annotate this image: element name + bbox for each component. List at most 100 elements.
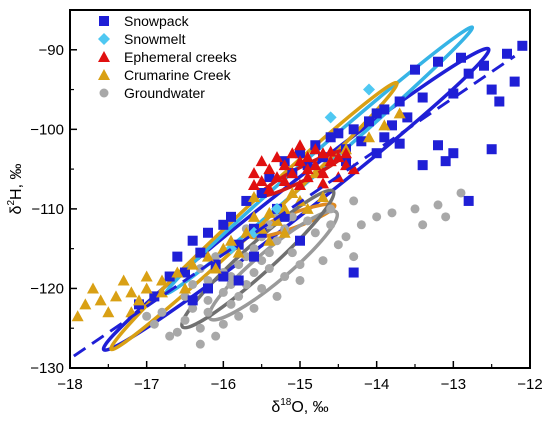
point-square-0-15 — [387, 120, 397, 131]
point-triangle-3-37 — [179, 282, 191, 294]
point-square-0-0 — [517, 40, 528, 51]
point-circle-4-36 — [303, 216, 313, 226]
legend-label: Snowmelt — [124, 31, 186, 47]
point-triangle-3-28 — [79, 298, 92, 310]
y-axis-ticks: −130 −120 −110 −100 −90 — [30, 42, 77, 377]
point-square-0-36 — [256, 187, 267, 198]
point-triangle-2-1 — [255, 175, 268, 187]
point-square-0-1 — [502, 48, 512, 59]
y-tick-label: −110 — [31, 201, 64, 218]
legend-item: Groundwater — [99, 85, 205, 101]
regression-line — [72, 54, 516, 358]
point-circle-4-56 — [149, 319, 159, 329]
point-circle-4-8 — [165, 331, 175, 341]
point-square-0-8 — [486, 84, 497, 95]
point-square-0-58 — [440, 156, 451, 167]
point-circle-4-43 — [433, 200, 443, 210]
point-square-0-6 — [463, 68, 474, 79]
point-circle-4-31 — [257, 283, 267, 293]
point-triangle-2-20 — [248, 179, 260, 191]
point-square-0-19 — [379, 132, 390, 143]
legend-marker-triangle — [98, 69, 110, 80]
point-triangle-3-35 — [140, 270, 153, 282]
point-triangle-3-16 — [225, 234, 237, 246]
point-circle-4-1 — [211, 331, 221, 341]
point-circle-4-9 — [226, 299, 236, 309]
x-tick-label: −18 — [57, 376, 82, 393]
point-square-0-11 — [394, 96, 405, 107]
point-square-0-13 — [371, 108, 382, 119]
point-square-0-40 — [218, 219, 229, 230]
point-triangle-3-21 — [209, 262, 222, 274]
point-square-0-64 — [218, 271, 229, 282]
point-square-0-2 — [479, 60, 489, 71]
point-square-0-14 — [402, 112, 413, 123]
point-triangle-2-21 — [309, 143, 322, 155]
point-circle-4-18 — [264, 248, 274, 258]
point-circle-4-59 — [349, 196, 359, 206]
point-circle-4-52 — [249, 303, 259, 313]
point-triangle-3-7 — [286, 186, 299, 198]
point-triangle-2-23 — [324, 145, 337, 157]
point-triangle-2-7 — [301, 151, 314, 163]
point-square-0-54 — [187, 295, 198, 306]
data-points — [71, 40, 528, 349]
point-square-0-25 — [394, 138, 405, 149]
point-circle-4-16 — [257, 256, 267, 266]
point-circle-4-0 — [195, 323, 205, 333]
point-square-0-60 — [279, 211, 290, 222]
point-circle-4-49 — [318, 256, 328, 266]
x-tick-label: −12 — [517, 376, 542, 393]
point-circle-4-11 — [218, 287, 228, 297]
point-circle-4-54 — [157, 307, 167, 317]
point-circle-4-2 — [180, 315, 190, 325]
x-tick-label: −17 — [134, 376, 159, 393]
point-triangle-3-24 — [140, 282, 153, 294]
point-circle-4-3 — [218, 319, 228, 329]
point-triangle-2-11 — [332, 151, 345, 163]
point-triangle-3-1 — [378, 119, 391, 131]
point-square-0-3 — [456, 52, 466, 63]
legend-item: Crumarine Creek — [98, 67, 232, 83]
point-square-0-5 — [410, 64, 420, 75]
point-square-0-56 — [463, 195, 474, 206]
point-circle-4-14 — [249, 268, 259, 278]
point-circle-4-40 — [372, 212, 382, 222]
point-square-0-57 — [486, 144, 497, 155]
point-triangle-2-0 — [248, 167, 260, 179]
point-square-0-35 — [417, 160, 428, 171]
y-axis-title: δ2H, ‰ — [6, 164, 25, 215]
point-square-0-16 — [364, 116, 374, 127]
point-square-0-7 — [509, 76, 520, 87]
point-circle-4-53 — [180, 291, 190, 301]
point-triangle-3-33 — [87, 282, 99, 294]
point-circle-4-4 — [188, 303, 198, 313]
point-triangle-3-27 — [94, 294, 107, 306]
point-square-0-17 — [348, 124, 359, 135]
point-triangle-2-3 — [271, 171, 283, 183]
legend-marker-square — [99, 16, 109, 26]
point-square-0-59 — [494, 96, 505, 107]
point-triangle-3-22 — [171, 266, 184, 278]
point-circle-4-44 — [456, 188, 466, 198]
point-circle-4-35 — [310, 228, 320, 238]
point-circle-4-57 — [234, 311, 244, 321]
point-circle-4-26 — [211, 252, 221, 262]
point-triangle-2-6 — [294, 155, 306, 167]
point-circle-4-10 — [234, 291, 244, 301]
point-triangle-2-16 — [301, 171, 314, 183]
point-circle-4-46 — [418, 220, 428, 230]
point-square-0-33 — [433, 140, 443, 151]
point-circle-4-50 — [295, 275, 305, 285]
legend-label: Snowpack — [124, 13, 190, 29]
point-square-0-39 — [226, 211, 236, 222]
point-square-0-10 — [417, 92, 428, 103]
legend-label: Ephemeral creeks — [124, 49, 237, 65]
legend-item: Snowpack — [99, 13, 190, 29]
x-tick-label: −13 — [441, 376, 466, 393]
point-circle-4-29 — [226, 279, 236, 289]
x-axis-ticks: −18 −17 −16 −15 −14 −13 −12 — [57, 361, 543, 393]
legend: Snowpack Snowmelt Ephemeral creeks Crumarin… — [98, 13, 237, 101]
point-triangle-3-36 — [156, 286, 168, 298]
